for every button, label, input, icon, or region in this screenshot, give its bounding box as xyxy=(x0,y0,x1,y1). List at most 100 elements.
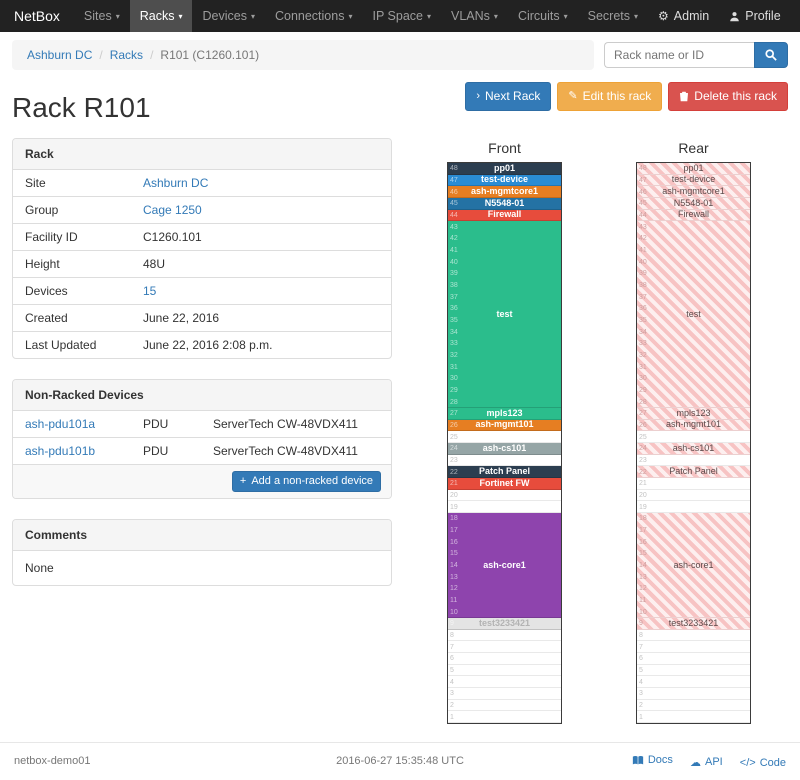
rack-device-rear[interactable]: ash-cs101 xyxy=(637,443,750,455)
nav-item-ip-space[interactable]: IP Space xyxy=(362,0,441,32)
rack-unit-empty xyxy=(637,711,750,723)
nav-item-secrets[interactable]: Secrets xyxy=(578,0,648,32)
search-button[interactable] xyxy=(754,42,788,68)
rack-panel-title: Rack xyxy=(13,139,391,170)
breadcrumb-racks-link[interactable]: Racks xyxy=(109,48,144,62)
attr-row-facility-id: Facility ID C1260.101 xyxy=(13,223,391,251)
caret-down-icon xyxy=(427,12,431,21)
logout-link[interactable]: Log out xyxy=(791,0,800,32)
rack-device-front[interactable]: Fortinet FW xyxy=(448,478,561,490)
rack-device-front[interactable]: N5548-01 xyxy=(448,198,561,210)
rack-unit-empty xyxy=(637,478,750,490)
rack-device-front[interactable]: Firewall xyxy=(448,209,561,222)
rack-unit-empty xyxy=(637,431,750,443)
breadcrumb-site-link[interactable]: Ashburn DC xyxy=(27,48,93,62)
nav-menu: Sites Racks Devices Connections IP Space… xyxy=(74,0,648,32)
rack-device-rear[interactable]: test xyxy=(637,221,750,408)
rack-device-rear[interactable]: Firewall xyxy=(637,209,750,222)
chevron-right-icon: › xyxy=(476,89,481,102)
devices-count-link[interactable]: 15 xyxy=(143,284,157,298)
nonracked-table: ash-pdu101a PDU ServerTech CW-48VDX411 a… xyxy=(13,411,391,464)
rack-device-front[interactable]: Patch Panel xyxy=(448,466,561,478)
breadcrumb-row: Ashburn DC Racks R101 (C1260.101) xyxy=(12,40,788,70)
rack-device-rear[interactable]: test3233421 xyxy=(637,618,750,630)
facility-id-value: C1260.101 xyxy=(143,230,202,244)
nav-item-connections[interactable]: Connections xyxy=(265,0,363,32)
rack-device-front[interactable]: mpls123 xyxy=(448,408,561,420)
last-updated-value: June 22, 2016 2:08 p.m. xyxy=(143,338,273,352)
device-link[interactable]: ash-pdu101a xyxy=(25,417,96,431)
next-rack-button[interactable]: › Next Rack xyxy=(465,82,552,111)
caret-down-icon xyxy=(634,12,638,21)
rack-unit-empty xyxy=(637,629,750,642)
rack-device-front[interactable]: pp01 xyxy=(448,163,561,175)
comments-body: None xyxy=(25,561,54,576)
rack-device-rear[interactable]: pp01 xyxy=(637,163,750,175)
attr-row-group: Group Cage 1250 xyxy=(13,196,391,224)
site-link[interactable]: Ashburn DC xyxy=(143,176,209,190)
rack-unit-empty xyxy=(448,664,561,677)
docs-link[interactable]: Docs xyxy=(632,754,673,766)
rack-unit-empty xyxy=(448,711,561,723)
nav-item-circuits[interactable]: Circuits xyxy=(508,0,578,32)
rack-device-rear[interactable]: ash-mgmtcore1 xyxy=(637,186,750,198)
caret-down-icon xyxy=(494,12,498,21)
rack-unit-empty xyxy=(637,653,750,665)
footer-links: Docs ☁ API </> Code xyxy=(529,754,786,769)
rack-device-front[interactable]: ash-cs101 xyxy=(448,443,561,455)
device-link[interactable]: ash-pdu101b xyxy=(25,444,96,458)
rack-front: pp01 test-device ash-mgmtcore1 N5548-01 Fire… xyxy=(447,162,562,724)
rack-device-front[interactable]: test-device xyxy=(448,174,561,187)
rack-device-front[interactable]: ash-mgmtcore1 xyxy=(448,186,561,198)
page-title: Rack R101 xyxy=(12,92,151,123)
rack-device-front[interactable]: test xyxy=(448,221,561,408)
rack-unit-empty xyxy=(637,489,750,502)
add-nonracked-device-button[interactable]: + Add a non-racked device xyxy=(231,471,381,493)
delete-rack-button[interactable]: Delete this rack xyxy=(668,82,788,111)
nav-item-devices[interactable]: Devices xyxy=(192,0,264,32)
code-link[interactable]: </> Code xyxy=(739,756,786,769)
rack-device-rear[interactable]: Patch Panel xyxy=(637,466,750,478)
nav-item-sites[interactable]: Sites xyxy=(74,0,130,32)
rack-unit-empty xyxy=(448,699,561,712)
search-input[interactable] xyxy=(604,42,754,68)
api-link[interactable]: ☁ API xyxy=(689,756,723,769)
main-content: Rack Site Ashburn DC Group Cage 1250 Facil… xyxy=(12,138,788,724)
nav-item-racks[interactable]: Racks xyxy=(129,0,193,32)
rack-device-rear[interactable]: ash-mgmt101 xyxy=(637,419,750,432)
rack-device-front[interactable]: test3233421 xyxy=(448,618,561,630)
attr-row-last-updated: Last Updated June 22, 2016 2:08 p.m. xyxy=(13,331,391,358)
attr-row-height: Height 48U xyxy=(13,250,391,278)
cloud-icon: ☁ xyxy=(689,756,701,769)
rack-device-rear[interactable]: test-device xyxy=(637,174,750,187)
trash-icon xyxy=(680,91,689,102)
front-elevation: Front pp01 test-device ash-mgmtcore1 N5548-… xyxy=(447,138,562,724)
navbar-brand[interactable]: NetBox xyxy=(14,8,60,24)
rack-unit-empty xyxy=(448,676,561,688)
rack-device-front[interactable]: ash-mgmt101 xyxy=(448,419,561,432)
search-icon xyxy=(765,49,777,61)
profile-link[interactable]: Profile xyxy=(719,0,790,32)
rack-unit-empty xyxy=(448,629,561,642)
comments-panel-title: Comments xyxy=(13,520,391,552)
admin-link[interactable]: ⚙ Admin xyxy=(658,9,710,23)
rack-device-rear[interactable]: mpls123 xyxy=(637,408,750,420)
nonracked-panel-title: Non-Racked Devices xyxy=(13,380,391,411)
edit-rack-button[interactable]: ✎ Edit this rack xyxy=(557,82,663,111)
timestamp: 2016-06-27 15:35:48 UTC xyxy=(336,755,464,768)
attr-row-site: Site Ashburn DC xyxy=(25,176,209,190)
group-link[interactable]: Cage 1250 xyxy=(143,203,202,217)
person-icon xyxy=(730,11,740,21)
rack-unit-empty xyxy=(637,641,750,653)
caret-down-icon xyxy=(251,12,255,21)
navbar: NetBox Sites Racks Devices Connections I… xyxy=(0,0,800,32)
rack-unit-empty xyxy=(448,688,561,700)
nav-item-vlans[interactable]: VLANs xyxy=(441,0,508,32)
rack-device-front[interactable]: ash-core1 xyxy=(448,513,561,618)
device-role: PDU xyxy=(143,417,169,431)
rack-device-rear[interactable]: ash-core1 xyxy=(637,513,750,618)
rack-device-rear[interactable]: N5548-01 xyxy=(637,198,750,210)
created-value: June 22, 2016 xyxy=(143,311,220,325)
caret-down-icon xyxy=(178,12,182,21)
caret-down-icon xyxy=(348,12,352,21)
